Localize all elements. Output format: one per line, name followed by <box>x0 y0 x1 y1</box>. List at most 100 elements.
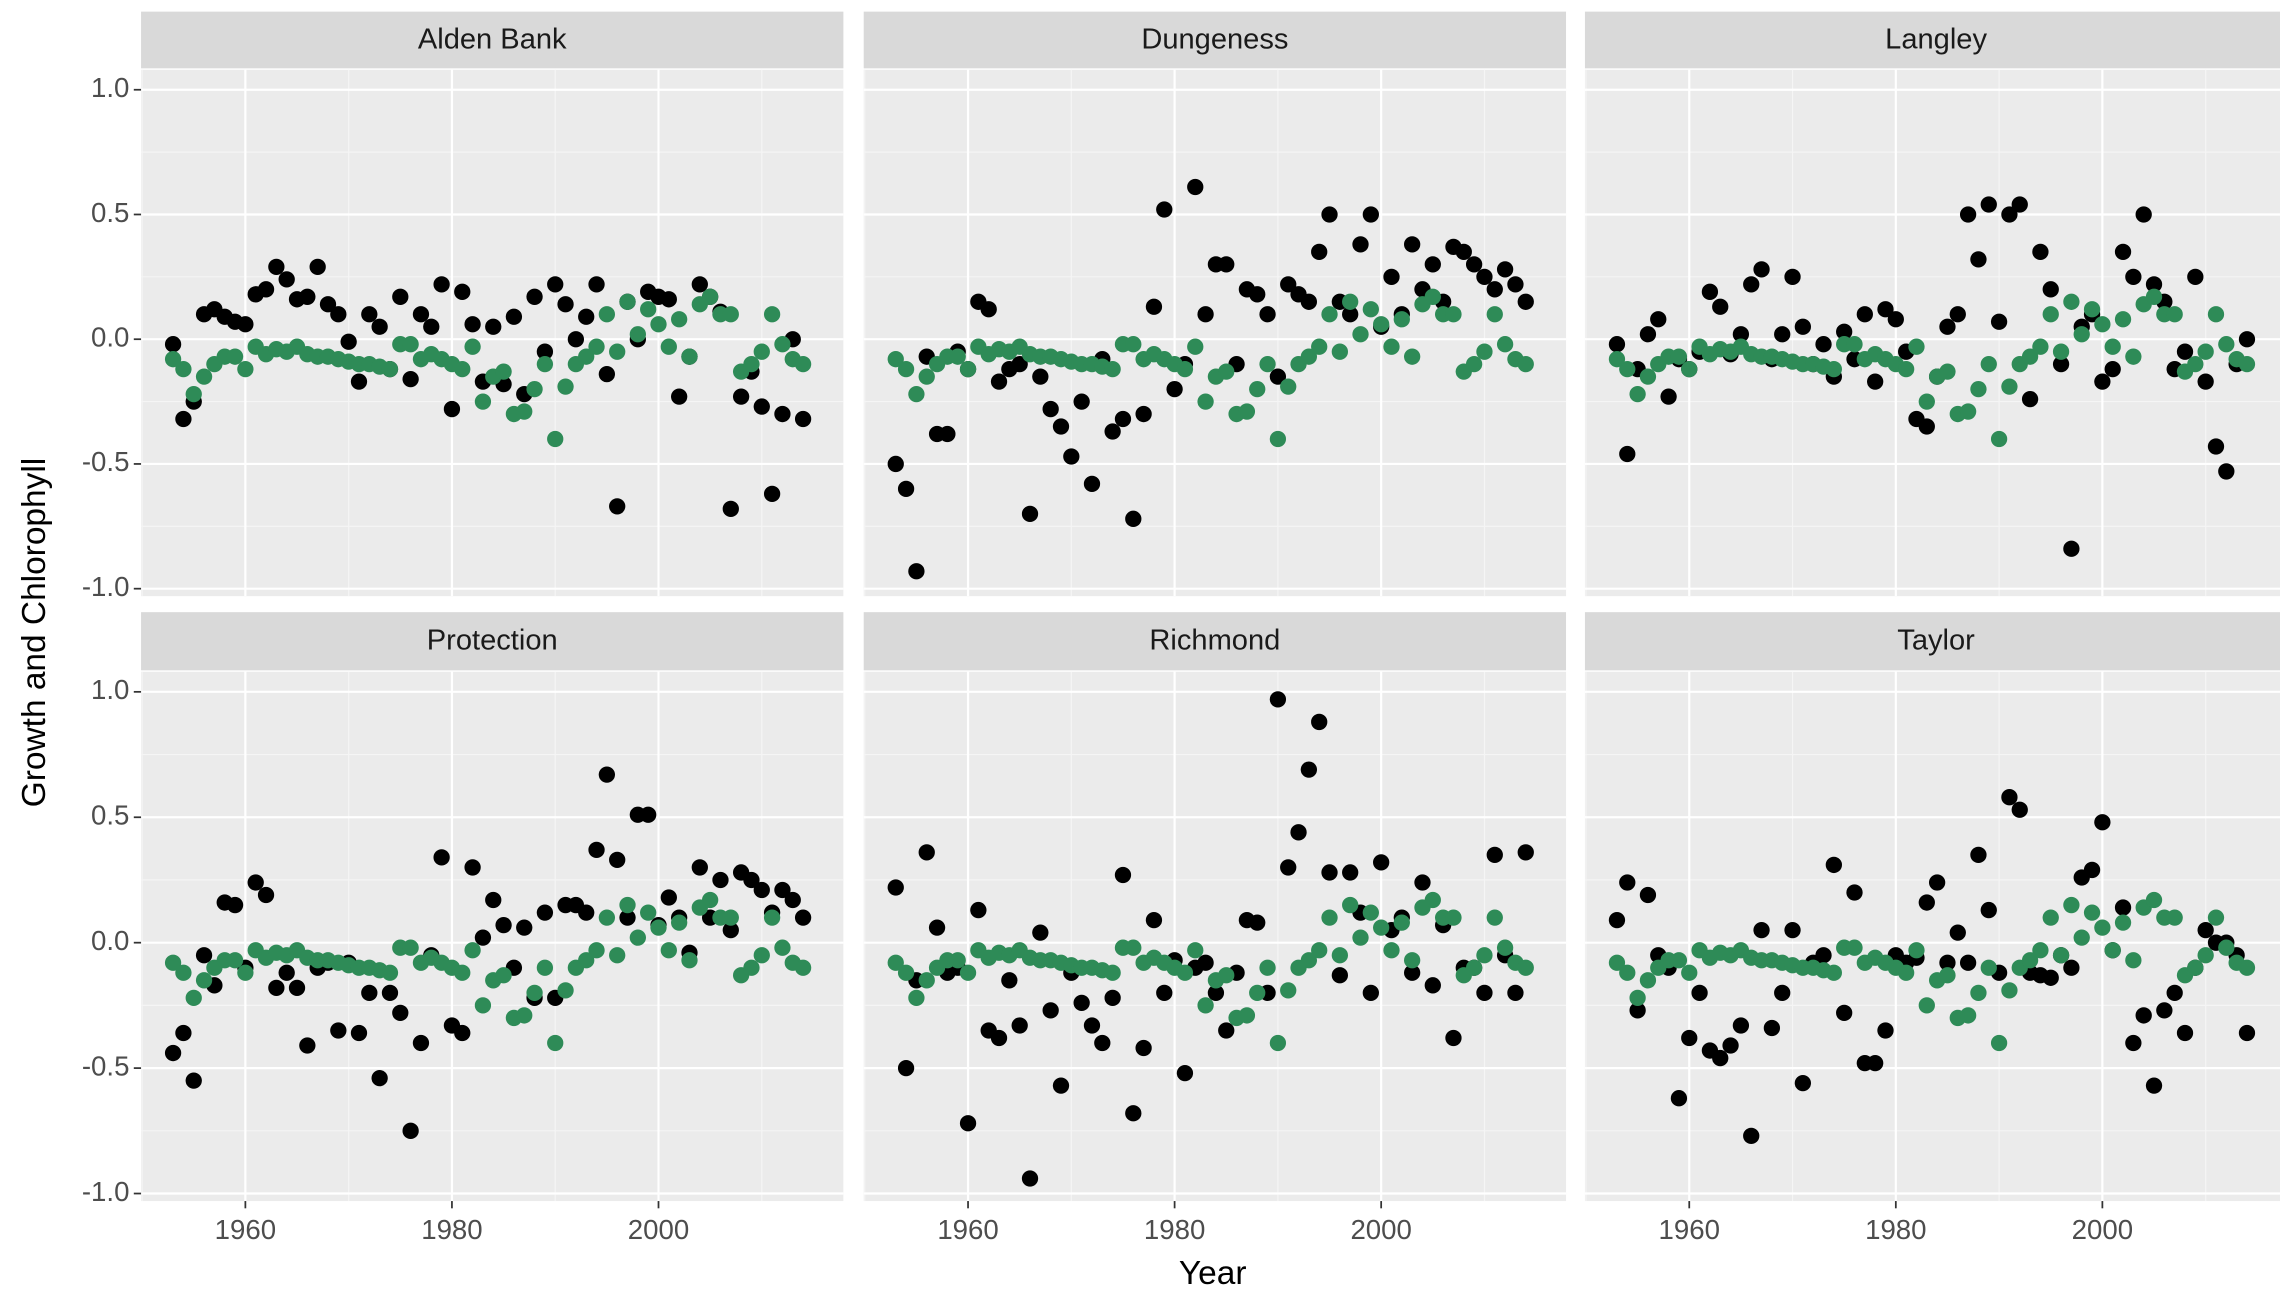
point <box>629 326 646 343</box>
point <box>1259 959 1276 976</box>
point <box>1836 1004 1853 1022</box>
strip-label: Alden Bank <box>418 23 567 55</box>
point <box>1114 410 1132 428</box>
point <box>1753 261 1770 278</box>
point <box>1145 911 1163 929</box>
point <box>2166 984 2183 1001</box>
point <box>1197 306 1214 323</box>
point <box>1959 403 1977 420</box>
point <box>753 881 770 899</box>
point <box>1691 984 1708 1001</box>
point <box>1670 952 1688 969</box>
point <box>2073 929 2090 946</box>
point <box>2063 959 2080 976</box>
point <box>671 311 688 328</box>
point <box>1608 911 1626 929</box>
point <box>1104 423 1121 440</box>
point <box>2001 789 2018 806</box>
point <box>1269 1034 1287 1052</box>
point <box>1949 306 1966 323</box>
panel-background <box>1584 671 2280 1202</box>
point <box>526 380 543 398</box>
point <box>1424 891 1441 909</box>
point <box>2197 373 2214 390</box>
point <box>454 1024 471 1042</box>
point <box>701 288 719 305</box>
point <box>588 942 605 959</box>
point <box>681 348 698 365</box>
point <box>2187 959 2204 976</box>
point <box>495 967 512 984</box>
point <box>1156 984 1173 1001</box>
point <box>557 296 574 313</box>
panel-background <box>1584 69 2280 597</box>
point <box>433 276 450 293</box>
point <box>1732 326 1750 343</box>
x-tick-label: 1960 <box>937 1214 998 1245</box>
point <box>2083 861 2101 879</box>
point <box>1197 997 1214 1014</box>
point <box>980 301 997 318</box>
point <box>2207 438 2225 455</box>
point <box>1156 201 1173 218</box>
point <box>2032 243 2049 261</box>
point <box>1321 864 1338 881</box>
point <box>547 430 564 448</box>
point <box>588 841 605 859</box>
point <box>185 989 202 1007</box>
point <box>794 909 812 926</box>
point <box>402 1122 419 1139</box>
point <box>908 385 925 403</box>
point <box>2094 373 2111 390</box>
point <box>381 361 399 378</box>
point <box>402 336 419 353</box>
point <box>319 296 337 313</box>
y-axis-title: Growth and Chlorophyll <box>16 458 53 807</box>
point <box>1269 691 1287 708</box>
point <box>671 388 688 405</box>
point <box>495 363 512 380</box>
point <box>1011 1017 1028 1034</box>
point <box>1763 1019 1781 1037</box>
point <box>1321 306 1338 323</box>
point <box>371 1069 388 1087</box>
point <box>2166 909 2183 926</box>
point <box>1311 243 1328 261</box>
point <box>2063 540 2080 557</box>
point <box>1404 348 1421 365</box>
point <box>412 306 430 323</box>
point <box>2197 343 2214 360</box>
point <box>1321 206 1338 223</box>
point <box>2083 301 2101 318</box>
point <box>2125 268 2142 285</box>
point <box>1928 874 1946 891</box>
point <box>495 916 512 934</box>
point <box>1280 982 1297 999</box>
point <box>1608 351 1626 368</box>
point <box>887 455 904 473</box>
point <box>1815 336 1832 353</box>
point <box>578 904 595 921</box>
point <box>2052 356 2070 373</box>
point <box>629 929 646 946</box>
point <box>1836 323 1853 340</box>
point <box>1681 1029 1698 1047</box>
point <box>1496 939 1514 956</box>
point <box>2021 348 2039 365</box>
point <box>1362 301 1379 318</box>
panel-background <box>863 671 1567 1202</box>
point <box>1784 268 1801 285</box>
point <box>454 283 471 300</box>
point <box>2104 338 2121 355</box>
point <box>371 318 388 335</box>
point <box>897 480 915 498</box>
point <box>1249 914 1266 931</box>
point <box>918 368 935 385</box>
point <box>619 896 636 914</box>
point <box>1743 276 1760 293</box>
point <box>1083 475 1101 493</box>
point <box>2011 801 2028 818</box>
point <box>1331 947 1348 964</box>
point <box>1021 1170 1039 1187</box>
